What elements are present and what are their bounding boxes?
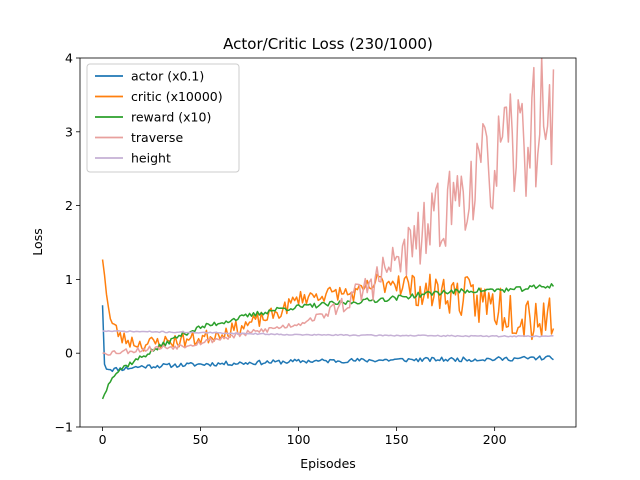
y-tick-label: 3 bbox=[65, 124, 73, 139]
x-tick-label: 100 bbox=[287, 432, 311, 447]
legend: actor (x0.1) critic (x10000) reward (x10) t… bbox=[86, 63, 240, 173]
series-line-critic-x10000 bbox=[101, 259, 555, 352]
y-axis-label: Loss bbox=[30, 228, 45, 255]
legend-label: height bbox=[131, 151, 171, 166]
x-axis-label: Episodes bbox=[300, 456, 356, 471]
chart-title: Actor/Critic Loss (230/1000) bbox=[223, 35, 433, 53]
y-tick-label: 1 bbox=[65, 272, 73, 287]
x-tick-label: 0 bbox=[99, 432, 107, 447]
series-line-reward-x10 bbox=[101, 283, 555, 400]
x-tick-label: 150 bbox=[385, 432, 409, 447]
legend-label: actor (x0.1) bbox=[131, 69, 204, 84]
y-axis-ticks: −1 0 1 2 3 4 bbox=[55, 51, 80, 435]
legend-box bbox=[86, 63, 240, 173]
y-tick-label: 0 bbox=[65, 346, 73, 361]
legend-entry-traverse: traverse bbox=[95, 130, 183, 145]
series-lines bbox=[101, 58, 555, 400]
legend-label: critic (x10000) bbox=[131, 89, 223, 104]
legend-entry-height: height bbox=[95, 151, 171, 166]
y-tick-label: 4 bbox=[65, 51, 73, 66]
series-line-actor-x0-1 bbox=[101, 305, 554, 373]
x-tick-label: 50 bbox=[193, 432, 209, 447]
legend-entry-critic-x10000: critic (x10000) bbox=[95, 89, 223, 104]
x-axis-ticks: 0 50 100 150 200 bbox=[99, 427, 507, 447]
series-line-height bbox=[102, 330, 554, 338]
legend-entry-reward-x10: reward (x10) bbox=[95, 110, 211, 125]
legend-entry-actor-x0-1: actor (x0.1) bbox=[95, 69, 204, 84]
plot-frame bbox=[79, 57, 577, 428]
legend-label: traverse bbox=[131, 130, 183, 145]
legend-label: reward (x10) bbox=[131, 110, 211, 125]
plot-area bbox=[79, 57, 577, 428]
y-tick-label: −1 bbox=[55, 420, 73, 435]
y-tick-label: 2 bbox=[65, 198, 73, 213]
x-tick-label: 200 bbox=[483, 432, 507, 447]
series-line-traverse bbox=[102, 58, 555, 356]
